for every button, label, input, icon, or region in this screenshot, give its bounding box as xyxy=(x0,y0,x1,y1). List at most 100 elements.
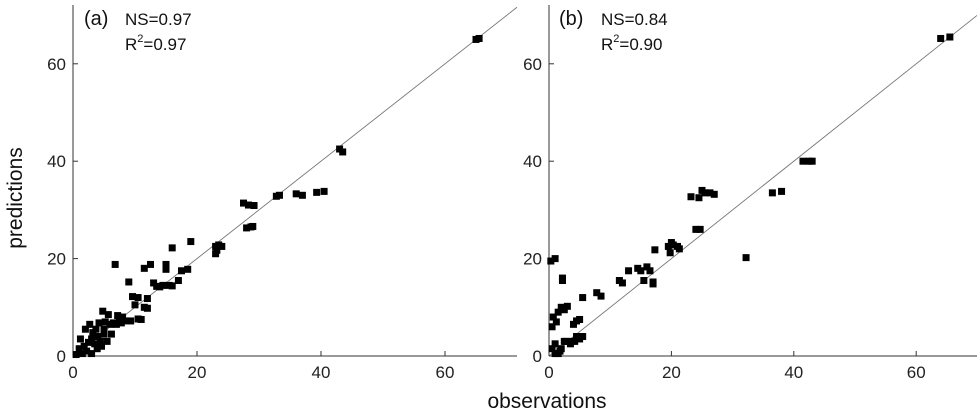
panel-a-data-point xyxy=(243,224,251,232)
panel-a-data-point xyxy=(168,282,176,290)
panel-a-ns-label: NS=0.97 xyxy=(125,10,192,29)
panel-a-data-point xyxy=(159,281,167,289)
panel-b-y-tick-label: 60 xyxy=(523,55,542,74)
panel-a-r2-label: R2=0.97 xyxy=(125,33,186,54)
panel-a-data-point xyxy=(99,307,107,315)
panel-b-data-point xyxy=(552,318,560,326)
panel-b-y-tick-label: 20 xyxy=(523,250,542,269)
panel-a-data-point xyxy=(104,311,112,319)
panel-a-reference-line xyxy=(72,6,518,357)
panel-a-data-point xyxy=(94,333,102,341)
panel-a: 0 20 40 60 0 20 40 60 (a) NS=0.97 R2=0.97 xyxy=(47,5,518,382)
panel-a-data-point xyxy=(95,319,103,327)
panel-b-data-point xyxy=(548,323,556,331)
panel-a-data-point xyxy=(249,222,257,230)
panel-a-data-point xyxy=(88,350,96,358)
panel-b-data-point xyxy=(778,187,786,195)
panel-b-data-point xyxy=(692,225,700,233)
panel-b-data-point xyxy=(597,292,605,300)
panel-b-data-point xyxy=(666,249,674,257)
y-axis-title: predictions xyxy=(4,147,27,249)
panel-b-data-point xyxy=(618,279,626,287)
panel-b-data-point xyxy=(799,157,807,165)
panel-a-data-point xyxy=(240,199,247,207)
panel-a-data-point xyxy=(127,317,135,325)
panel-b-data-point xyxy=(579,294,587,302)
panel-a-x-tick-label: 40 xyxy=(312,363,331,382)
panel-b-r2-label: R2=0.90 xyxy=(601,33,662,54)
x-axis-title: observations xyxy=(487,390,606,413)
panel-b-x-tick-label: 20 xyxy=(662,363,681,382)
panel-a-data-point xyxy=(80,342,88,350)
panel-b-data-point xyxy=(808,157,816,165)
panel-a-data-point xyxy=(81,325,89,333)
panel-a-data-point xyxy=(187,238,195,246)
panel-a-label: (a) xyxy=(84,8,108,30)
panel-a-x-ticks: 0 20 40 60 xyxy=(68,351,454,382)
panel-a-data-point xyxy=(174,277,182,285)
panel-a-data-point xyxy=(107,330,115,338)
panel-a-data-point xyxy=(140,264,148,272)
panel-a-data-point xyxy=(100,330,108,338)
panel-b-data-point xyxy=(646,267,654,275)
panel-b-r2-superscript: 2 xyxy=(613,33,619,45)
panel-b-data-point xyxy=(563,302,571,310)
panel-b-data-point xyxy=(579,333,587,341)
panel-b-points xyxy=(547,33,954,358)
panel-b-data-point xyxy=(701,189,709,197)
panel-b-data-point xyxy=(706,189,714,197)
panel-b-data-point xyxy=(625,267,633,275)
panel-a-r2-value: =0.97 xyxy=(143,35,186,54)
panel-a-data-point xyxy=(93,345,101,353)
panel-b-plot-area: 0 20 40 60 0 20 40 60 xyxy=(523,5,977,382)
panel-a-data-point xyxy=(72,351,80,359)
panel-b-data-point xyxy=(649,280,657,288)
panel-a-data-point xyxy=(298,191,306,199)
panel-b-data-point xyxy=(643,263,651,271)
panel-a-data-point xyxy=(96,337,104,345)
panel-a-data-point xyxy=(114,312,122,320)
panel-b-data-point xyxy=(571,337,579,345)
panel-a-data-point xyxy=(125,278,133,286)
panel-a-r2-superscript: 2 xyxy=(137,33,143,45)
panel-b-ns-label: NS=0.84 xyxy=(601,10,668,29)
panel-b-data-point xyxy=(551,340,559,348)
panel-b-y-ticks: 0 20 40 60 xyxy=(523,55,554,366)
panel-a-data-point xyxy=(134,294,142,302)
panel-b-data-point xyxy=(637,267,645,275)
panel-a-r2-prefix: R xyxy=(125,35,137,54)
panel-a-data-point xyxy=(184,265,192,273)
panel-b-data-point xyxy=(669,241,677,249)
panel-b-data-point xyxy=(593,289,601,297)
panel-b-data-point xyxy=(687,193,695,201)
panel-a-plot-area: 0 20 40 60 0 20 40 60 xyxy=(47,5,518,382)
panel-a-data-point xyxy=(131,301,139,309)
panel-b-data-point xyxy=(548,345,556,353)
panel-a-data-point xyxy=(244,201,252,209)
panel-a-data-point xyxy=(117,319,125,327)
panel-b-data-point xyxy=(557,345,565,353)
panel-b-data-point xyxy=(549,313,557,321)
panel-a-data-point xyxy=(143,295,151,303)
panel-b-y-tick-label: 0 xyxy=(533,347,542,366)
panel-b-data-point xyxy=(710,190,718,198)
panel-a-data-point xyxy=(100,325,108,333)
panel-a-x-tick-label: 60 xyxy=(436,363,455,382)
panel-b-reference-line xyxy=(548,15,977,357)
panel-a-data-point xyxy=(143,304,151,312)
panel-a-data-point xyxy=(92,325,100,333)
panel-b-data-point xyxy=(664,242,672,250)
panel-a-y-tick-label: 40 xyxy=(47,152,66,171)
panel-a-data-point xyxy=(213,246,221,254)
panel-a-data-point xyxy=(275,191,283,199)
panel-a-data-point xyxy=(119,313,127,321)
panel-a-data-point xyxy=(91,340,99,348)
panel-b-data-point xyxy=(562,337,570,345)
panel-a-data-point xyxy=(320,187,328,195)
panel-a-y-tick-label: 20 xyxy=(47,250,66,269)
panel-a-data-point xyxy=(147,260,154,268)
panel-a-data-point xyxy=(88,335,96,343)
panel-a-data-point xyxy=(86,320,94,328)
panel-b-data-point xyxy=(742,254,750,262)
